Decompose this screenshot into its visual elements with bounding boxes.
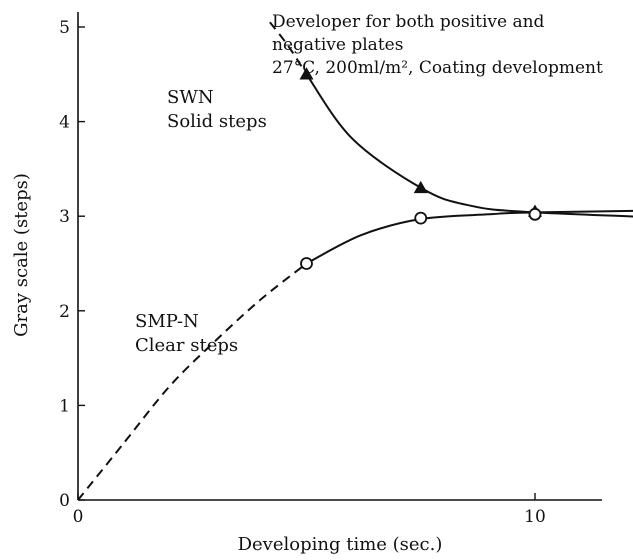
curves <box>77 21 633 501</box>
markers <box>299 67 542 270</box>
smpn-data-point <box>300 257 313 270</box>
x-tick-label: 10 <box>524 507 546 527</box>
swn-label-line: SWN <box>167 87 214 108</box>
x-tick-label: 0 <box>73 507 84 527</box>
x-axis-title: Developing time (sec.) <box>238 534 443 555</box>
y-tick-label: 2 <box>59 302 70 322</box>
y-tick-label: 0 <box>59 491 70 511</box>
swn-data-point <box>413 180 428 194</box>
smpn-label-line: Clear steps <box>135 335 238 356</box>
labels: Developing time (sec.) Gray scale (steps)… <box>11 12 603 555</box>
smpn-series-label: SMP-N Clear steps <box>135 311 238 356</box>
smpn-curve <box>306 209 633 265</box>
developer-annotation: Developer for both positive and negative … <box>272 12 603 78</box>
swn-extrapolated-line <box>269 21 308 75</box>
y-tick-label: 3 <box>59 207 70 227</box>
smpn-label-line: SMP-N <box>135 311 199 332</box>
annotation-line: 27°C, 200ml/m², Coating development <box>272 58 603 78</box>
annotation-line: Developer for both positive and <box>272 12 545 32</box>
smpn-extrapolated-line <box>77 262 308 501</box>
y-tick-label: 1 <box>59 396 70 416</box>
smpn-data-point <box>528 207 542 221</box>
swn-curve <box>305 73 633 218</box>
axes: 0123450102030 <box>59 12 602 527</box>
y-tick-label: 4 <box>59 113 70 133</box>
smpn-data-point <box>414 211 428 225</box>
swn-series-label: SWN Solid steps <box>167 87 267 132</box>
y-tick-label: 5 <box>59 18 70 38</box>
annotation-line: negative plates <box>272 35 403 55</box>
swn-data-point <box>299 67 314 80</box>
y-axis-title: Gray scale (steps) <box>11 173 32 337</box>
swn-label-line: Solid steps <box>167 111 267 132</box>
